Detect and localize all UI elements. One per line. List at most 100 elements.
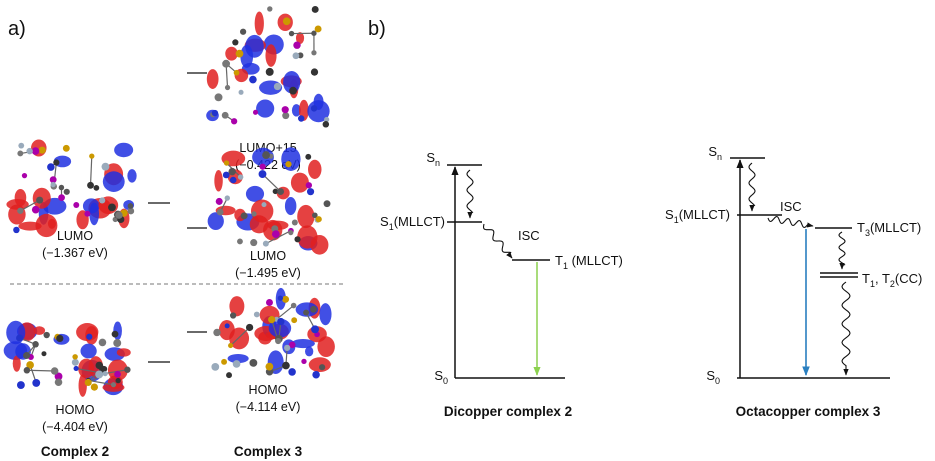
state-text: S — [708, 144, 717, 159]
atom — [216, 198, 223, 205]
atom — [268, 316, 275, 323]
orbital-energy: (−4.114 eV) — [236, 400, 301, 414]
atom — [307, 188, 314, 195]
atom — [293, 42, 300, 49]
atom — [225, 195, 230, 200]
bond — [91, 156, 92, 185]
atom — [64, 189, 70, 195]
state-text: (MLLCT) — [394, 214, 445, 229]
atom — [224, 160, 229, 165]
atom — [292, 220, 298, 226]
atom — [91, 383, 98, 390]
atom — [266, 299, 273, 306]
nonradiative-decay — [749, 163, 755, 211]
atom — [319, 364, 325, 370]
atom — [289, 87, 297, 95]
atom — [51, 367, 59, 375]
atom — [230, 177, 237, 184]
atom — [285, 161, 291, 167]
atom — [225, 85, 230, 90]
atom — [26, 148, 32, 154]
atom — [303, 310, 309, 316]
orbital-lobe — [245, 35, 264, 58]
orbital-lobe — [319, 303, 331, 325]
atom — [217, 209, 224, 216]
atom — [238, 174, 243, 179]
orbital-name: LUMO — [250, 249, 286, 263]
atom — [311, 50, 316, 55]
atom — [32, 206, 40, 214]
molecule — [206, 6, 329, 128]
atom — [265, 363, 273, 371]
atom — [84, 211, 90, 217]
atom — [72, 359, 79, 366]
orbital-lobe — [80, 344, 96, 359]
atom — [32, 341, 38, 347]
state-text: S — [665, 207, 674, 222]
atom — [85, 379, 92, 386]
atom — [39, 147, 46, 154]
atom — [267, 6, 272, 11]
atom — [73, 202, 79, 208]
state-text: S — [434, 368, 443, 383]
figure: a) b) Complex 2 Complex 3 LUMO+15(−0.422… — [0, 0, 935, 461]
atom — [282, 106, 289, 113]
orbital-lobe — [219, 320, 235, 340]
state-label: T1 (MLLCT) — [555, 253, 623, 271]
atom — [249, 76, 257, 84]
atom — [294, 236, 300, 242]
atom — [18, 143, 24, 149]
state-label: S0 — [706, 368, 720, 386]
atom — [277, 188, 284, 195]
atom — [266, 68, 274, 76]
atom — [226, 372, 232, 378]
atom — [36, 197, 43, 204]
orbital-lobe — [8, 205, 25, 225]
atom — [99, 339, 107, 347]
atom — [274, 83, 281, 90]
orbital-lobe — [89, 203, 99, 226]
atom — [241, 212, 248, 219]
state-text: S — [706, 368, 715, 383]
isc-label: ISC — [518, 228, 540, 243]
orbital-lobe — [297, 205, 314, 228]
atom — [289, 31, 294, 36]
orbital-energy: (−4.404 eV) — [42, 420, 108, 434]
molecule — [211, 288, 334, 379]
atom — [275, 338, 281, 344]
atom — [261, 202, 266, 207]
orbital-lobe — [79, 374, 87, 397]
atom — [17, 381, 25, 389]
atom — [99, 197, 105, 203]
atom — [228, 343, 233, 348]
atom — [298, 115, 304, 121]
atom — [262, 151, 270, 159]
orbital-energy: (−1.495 eV) — [235, 266, 301, 280]
orbital-lobe — [308, 160, 322, 179]
atom — [63, 145, 70, 152]
atom — [228, 168, 235, 175]
atom — [259, 164, 265, 170]
nonradiative-decay — [839, 232, 845, 269]
state-label: S1(MLLCT) — [665, 207, 730, 225]
atom — [312, 6, 319, 13]
diagram-title: Octacopper complex 3 — [736, 404, 881, 419]
orbital-lobe — [311, 235, 329, 255]
subscript: n — [435, 158, 440, 168]
orbital-lobe — [34, 326, 45, 335]
atom — [311, 325, 319, 333]
atom — [251, 211, 256, 216]
complex-label: Complex 3 — [234, 444, 303, 459]
atom — [213, 329, 220, 336]
atom — [16, 334, 23, 341]
state-text: T — [857, 220, 865, 235]
atom — [103, 371, 108, 376]
atom — [230, 312, 236, 318]
nonradiative-decay — [467, 170, 473, 218]
atom — [222, 60, 230, 68]
orbital-lobe — [214, 170, 222, 191]
atom — [324, 200, 331, 207]
atom — [231, 118, 237, 124]
atom — [116, 378, 121, 383]
atom — [114, 371, 121, 378]
